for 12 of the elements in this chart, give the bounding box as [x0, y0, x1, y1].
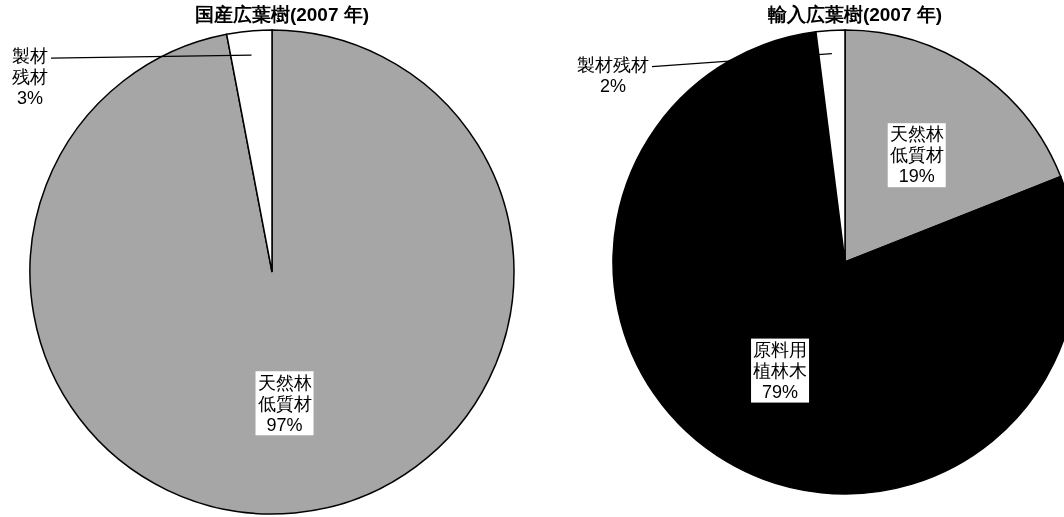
data-label: 19%: [898, 166, 935, 187]
data-label: 3%: [16, 88, 44, 109]
data-label: 79%: [762, 381, 799, 402]
slice-label: 原料用植林木: [753, 339, 808, 381]
chart-title: 輸入広葉樹(2007 年): [766, 4, 943, 26]
slice-label: 天然林低質材: [889, 124, 944, 166]
slice-label: 天然林低質材: [257, 372, 312, 414]
chart-title: 国産広葉樹(2007 年): [194, 4, 370, 26]
slice-label: 製材残材: [12, 46, 48, 88]
data-label: 97%: [266, 414, 303, 435]
data-label: 2%: [599, 75, 627, 96]
slice-label: 製材残材: [577, 54, 649, 75]
